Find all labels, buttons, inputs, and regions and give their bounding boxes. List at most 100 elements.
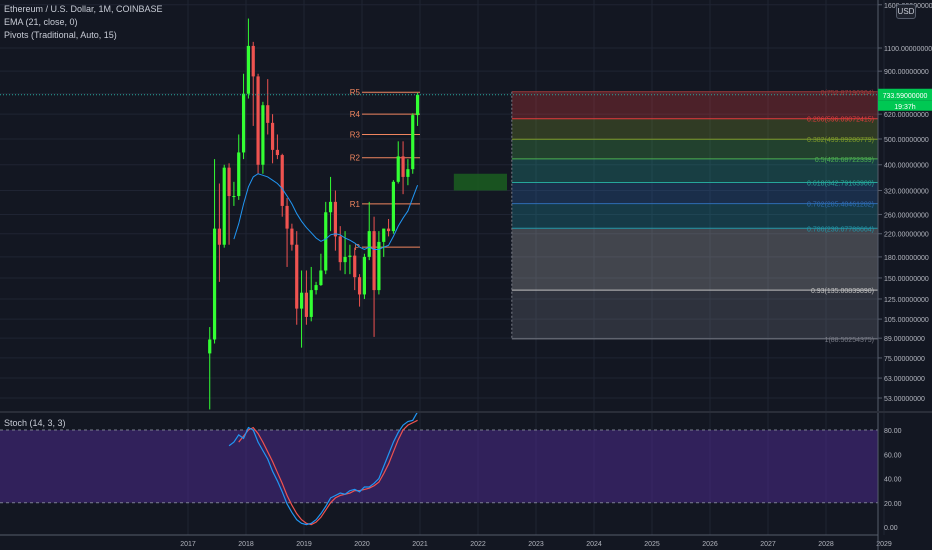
candle-body	[343, 256, 347, 263]
chart-title[interactable]: Ethereum / U.S. Dollar, 1M, COINBASE	[4, 4, 163, 14]
price-tick-label: 900.00000000	[884, 69, 929, 76]
price-tick-label: 1100.00000000	[884, 46, 932, 53]
stoch-legend[interactable]: Stoch (14, 3, 3)	[4, 418, 66, 428]
candle-body	[290, 228, 294, 245]
pivot-label: R5	[350, 88, 361, 97]
ema-polyline	[233, 173, 419, 251]
candle-body	[299, 292, 304, 309]
fib-zone	[511, 182, 878, 204]
stoch-tick-label: 80.00	[884, 428, 902, 435]
candle-body	[275, 149, 279, 156]
candle-body	[377, 241, 381, 291]
candle-body	[372, 231, 376, 291]
time-tick-label: 2018	[238, 541, 254, 548]
candle-body	[256, 76, 260, 165]
pivot-label: R2	[350, 154, 361, 163]
price-tick-label: 220.00000000	[884, 232, 929, 239]
candle-body	[280, 155, 284, 206]
candle-body	[261, 105, 265, 165]
candle-body	[382, 228, 386, 242]
candle-body	[241, 93, 246, 153]
price-tick-label: 63.00000000	[884, 376, 925, 383]
candle-body	[391, 181, 395, 232]
currency-badge[interactable]: USD	[896, 4, 916, 19]
stoch-tick-label: 40.00	[884, 477, 902, 484]
candle-body	[237, 152, 241, 197]
last-price-label: 733.59000000	[883, 93, 928, 100]
fib-level-label: 0.786(230.67788664)	[807, 226, 874, 233]
price-tick-label: 53.00000000	[884, 396, 925, 403]
stoch-tick-label: 60.00	[884, 452, 902, 459]
fib-zone	[511, 203, 878, 229]
time-tick-label: 2022	[470, 541, 486, 548]
candle-body	[222, 167, 226, 245]
candle-body	[357, 277, 362, 295]
ema-legend[interactable]: EMA (21, close, 0)	[4, 17, 78, 27]
candle-body	[328, 201, 333, 213]
fib-zone	[511, 91, 878, 119]
candle-body	[246, 45, 250, 94]
candle-body	[285, 205, 289, 229]
candle-body	[266, 105, 270, 123]
candle-body	[396, 156, 400, 182]
candle-body	[415, 94, 420, 116]
candle-body	[406, 169, 410, 177]
fib-level-label: 0.382(499.09280779)	[807, 137, 874, 144]
price-tick-label: 89.00000000	[884, 336, 925, 343]
candle-body	[367, 231, 371, 257]
price-tick-label: 500.00000000	[884, 137, 929, 144]
green-rectangle	[453, 173, 507, 191]
stoch-tick-label: 20.00	[884, 501, 902, 508]
fib-level-label: 0.702(285.48461282)	[807, 202, 874, 209]
candle-body	[333, 201, 337, 237]
fib-zone	[511, 290, 878, 339]
pivots-legend[interactable]: Pivots (Traditional, Auto, 15)	[4, 30, 117, 40]
last-price-badge	[878, 88, 932, 101]
stoch-k-line	[228, 411, 419, 526]
candle-body	[304, 292, 308, 317]
price-tick-label: 260.00000000	[884, 212, 929, 219]
pivot-label: R4	[350, 110, 361, 119]
time-tick-label: 2020	[354, 541, 370, 548]
candle-body	[227, 167, 231, 197]
price-tick-label: 180.00000000	[884, 255, 929, 262]
fib-retracement[interactable]: 0(752.87190304) 0.206(596.09072415) 0.382(…	[511, 90, 878, 344]
time-tick-label: 2027	[760, 541, 776, 548]
candle-body	[212, 228, 217, 340]
price-tick-label: 320.00000000	[884, 188, 929, 195]
price-tick-label: 400.00000000	[884, 163, 929, 170]
fib-zone	[511, 158, 878, 183]
time-tick-label: 2029	[876, 541, 892, 548]
timer-label: 19:37h	[894, 104, 916, 111]
fib-level-label: 0.618(342.79163900)	[807, 181, 874, 188]
ema-line	[233, 173, 419, 251]
stoch-band-fill	[0, 430, 878, 503]
pivot-label: R1	[350, 200, 361, 209]
candle-body	[324, 212, 328, 271]
fib-zone	[511, 228, 878, 291]
candle-body	[217, 228, 221, 245]
timer-badge	[878, 100, 932, 111]
price-tick-label: 125.00000000	[884, 297, 929, 304]
candle-body	[386, 228, 391, 232]
price-labels: 733.59000000 19:37h	[0, 88, 932, 111]
stoch-tick-label: 0.00	[884, 525, 898, 532]
fib-zone	[511, 139, 878, 159]
candle-body	[208, 339, 212, 354]
fib-zone	[511, 118, 878, 140]
price-tick-label: 105.00000000	[884, 317, 929, 324]
candle-body	[353, 255, 357, 278]
candle-body	[319, 270, 323, 286]
candle-body	[251, 45, 255, 77]
fib-level-label: 0(752.87190304)	[821, 90, 874, 97]
fib-level-label: 0.206(596.09072415)	[807, 117, 874, 124]
price-tick-label: 150.00000000	[884, 276, 929, 283]
candle-body	[348, 255, 352, 257]
stoch-band	[0, 429, 878, 504]
time-tick-label: 2019	[296, 541, 312, 548]
green-box-shape[interactable]	[453, 173, 507, 191]
candle-body	[401, 156, 405, 177]
pivot-lines: R5 R4 R3 R2 R1 P	[350, 88, 420, 252]
fib-level-label: 0.93(135.00839890)	[811, 288, 874, 295]
